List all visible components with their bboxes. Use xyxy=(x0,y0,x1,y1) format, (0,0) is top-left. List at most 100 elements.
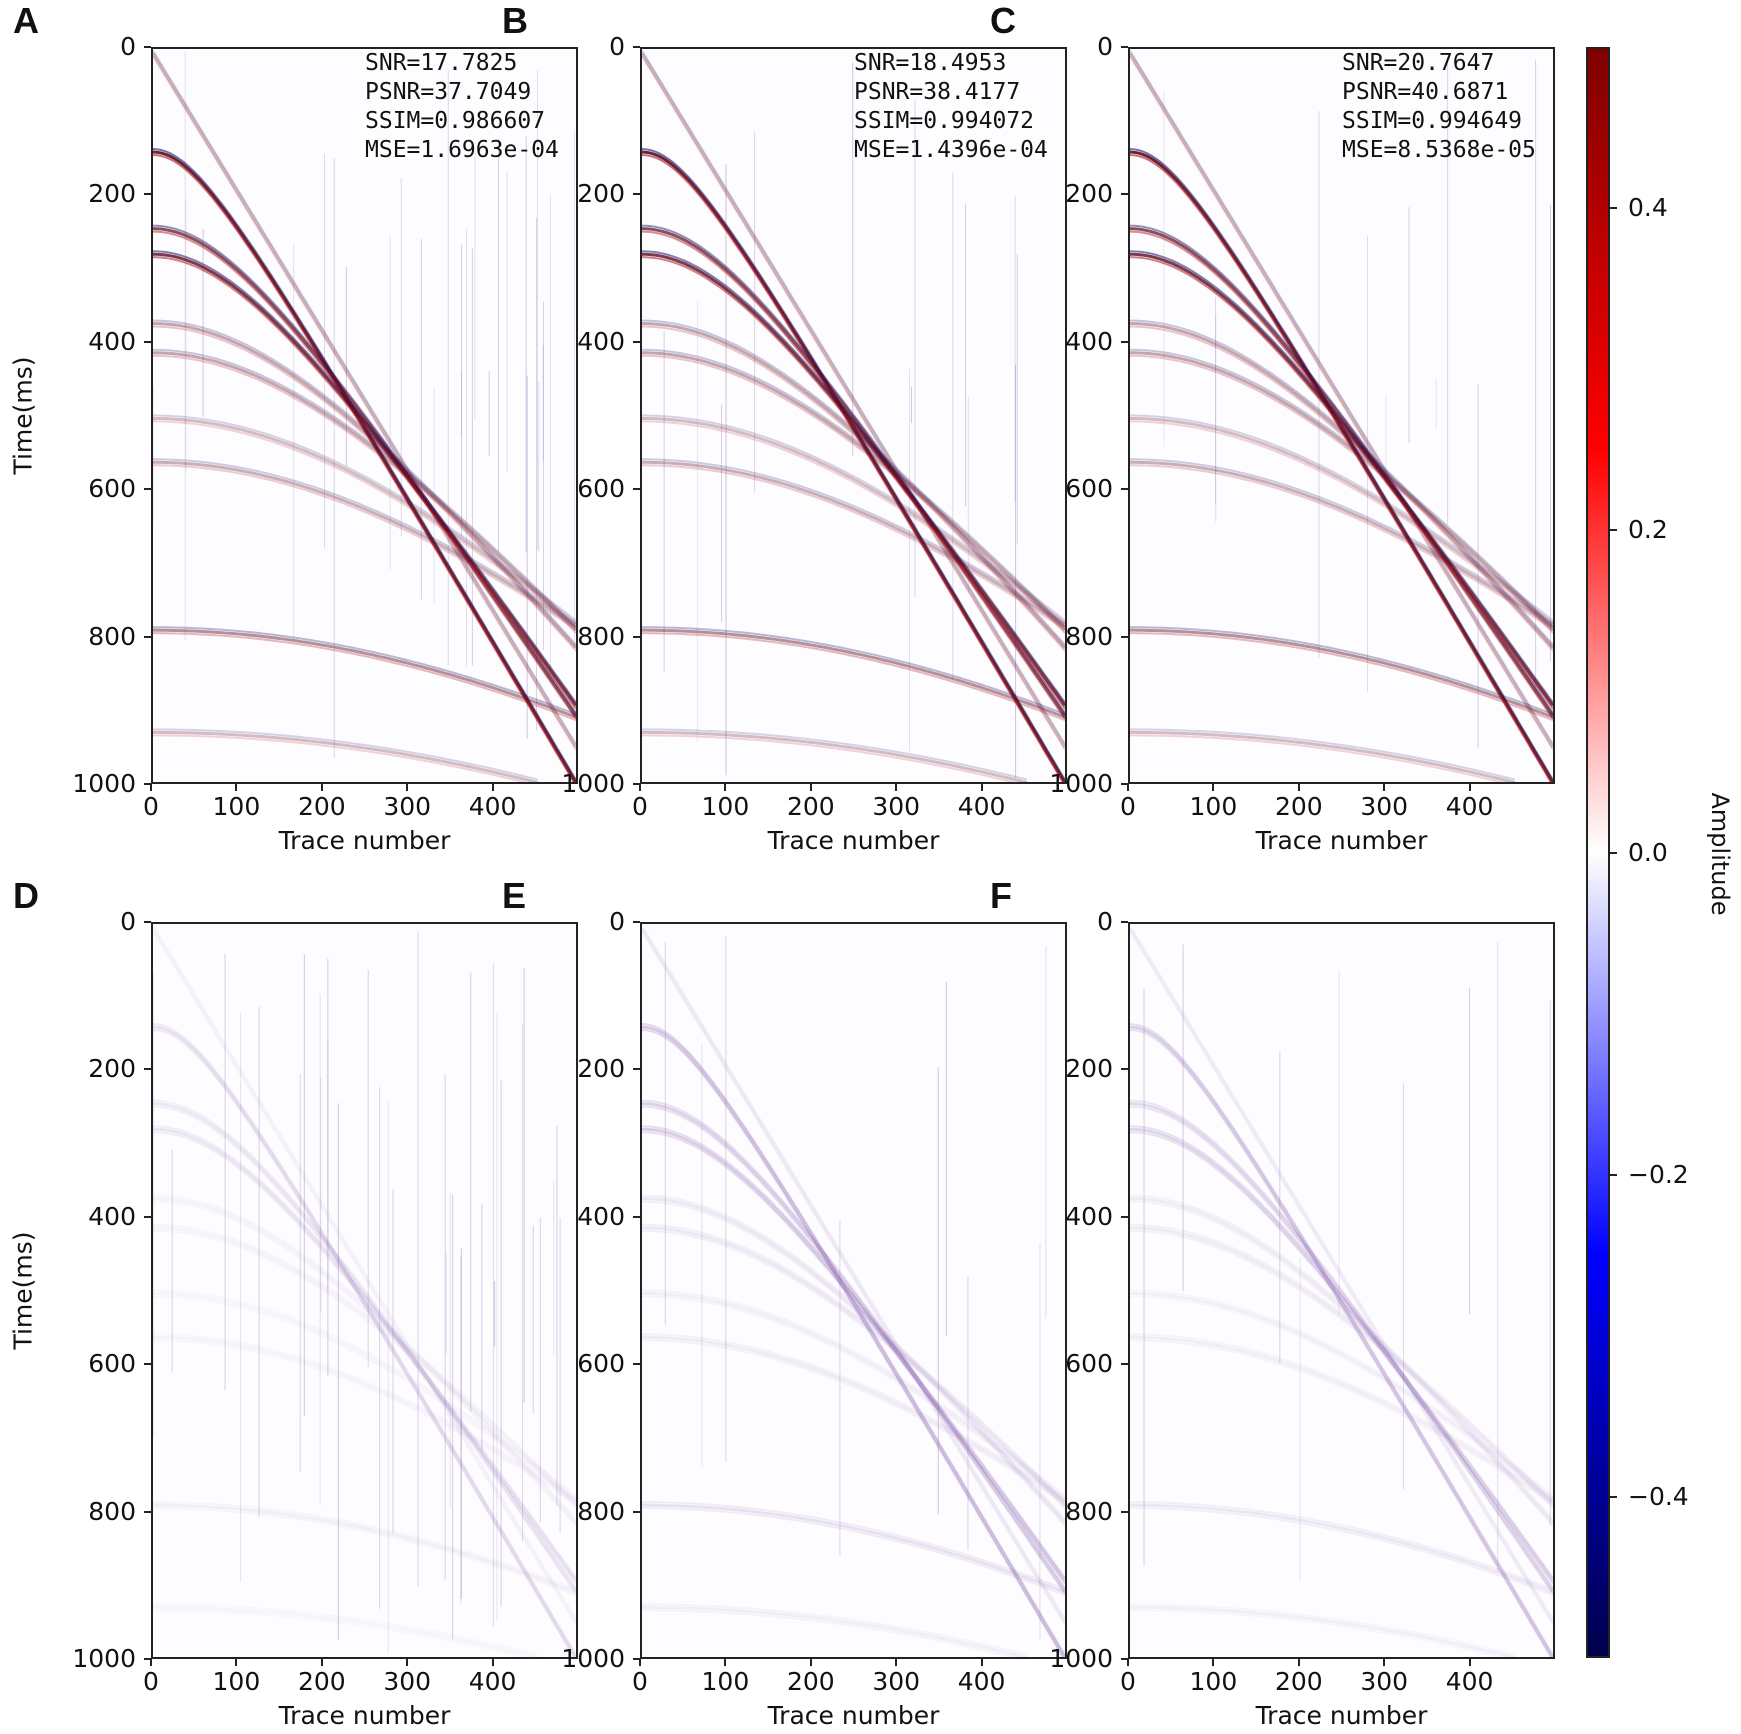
seismic-event xyxy=(153,1025,576,1657)
x-tick-label: 200 xyxy=(786,1667,835,1696)
seismic-event xyxy=(153,927,576,1623)
panel-f xyxy=(1128,922,1555,1659)
x-tick-label: 100 xyxy=(701,792,750,821)
y-tick-label: 0 xyxy=(1097,907,1113,936)
seismic-event xyxy=(642,1194,1065,1521)
seismic-event xyxy=(1130,458,1553,625)
metric-line: MSE=1.4396e-04 xyxy=(854,137,1048,163)
seismic-event xyxy=(642,319,1065,646)
y-tick-label: 200 xyxy=(577,1054,625,1084)
seismic-event xyxy=(642,1102,1065,1592)
seismic-event xyxy=(153,464,576,631)
seismic-event xyxy=(1130,1503,1553,1594)
colorbar-tick-mark xyxy=(1610,207,1617,210)
seismic-event xyxy=(153,632,576,722)
seismic-event xyxy=(642,416,1065,625)
y-tick-mark xyxy=(144,1658,151,1660)
seismic-event xyxy=(153,1334,576,1498)
seismic-event xyxy=(153,319,576,646)
seismic-event xyxy=(642,927,1065,1623)
seismic-event xyxy=(642,734,1017,782)
y-tick-label: 1000 xyxy=(561,1644,625,1673)
seismic-event xyxy=(153,153,575,782)
seismic-event xyxy=(1130,1295,1553,1503)
seismic-event xyxy=(153,227,576,717)
seismic-event xyxy=(1130,1603,1516,1656)
x-tick-mark xyxy=(1383,784,1386,791)
seismic-event xyxy=(153,414,576,622)
y-tick-label: 600 xyxy=(577,1349,625,1379)
panel-d xyxy=(151,922,578,1659)
seismic-event xyxy=(1130,1099,1553,1589)
panel-a: SNR=17.7825 PSNR=37.7049 SSIM=0.986607 MSE=… xyxy=(151,47,578,784)
seismic-event xyxy=(642,1125,1065,1579)
x-tick-label: 300 xyxy=(383,792,432,821)
x-tick-label: 0 xyxy=(632,1667,648,1696)
y-tick-mark xyxy=(144,488,151,491)
y-tick-mark xyxy=(633,1215,640,1218)
y-tick-label: 200 xyxy=(88,1054,136,1084)
x-tick-mark xyxy=(724,784,727,791)
seismic-event xyxy=(153,348,576,628)
seismic-event xyxy=(153,1194,576,1521)
x-tick-label: 200 xyxy=(786,792,835,821)
seismic-event xyxy=(1130,250,1553,704)
seismic-event xyxy=(642,1335,1065,1503)
seismic-event xyxy=(642,1605,1028,1657)
seismic-event xyxy=(1130,1127,1553,1582)
x-tick-mark xyxy=(150,1659,152,1666)
panel-letter: D xyxy=(13,875,39,916)
seismic-event xyxy=(1130,728,1516,781)
seismic-event xyxy=(642,1127,1065,1582)
metric-line: SNR=17.7825 xyxy=(365,50,518,76)
y-tick-label: 400 xyxy=(88,326,136,356)
metric-line: SSIM=0.994649 xyxy=(1342,108,1523,134)
colorbar-tick-label: −0.2 xyxy=(1628,1159,1689,1189)
y-tick-label: 800 xyxy=(577,621,625,651)
y-tick-mark xyxy=(144,1363,151,1366)
y-tick-label: 800 xyxy=(88,621,136,651)
x-tick-mark xyxy=(895,1659,898,1666)
colorbar xyxy=(1586,47,1610,1658)
y-tick-mark xyxy=(1121,635,1128,638)
seismic-event xyxy=(153,1223,576,1503)
x-tick-label: 0 xyxy=(1120,1667,1136,1696)
seismic-event xyxy=(153,256,576,710)
y-tick-mark xyxy=(144,193,151,196)
y-tick-mark xyxy=(1121,46,1128,48)
panel-letter: E xyxy=(502,875,527,916)
y-tick-mark xyxy=(633,1510,640,1513)
x-tick-mark xyxy=(809,1659,812,1666)
seismic-event xyxy=(642,325,1065,652)
y-tick-mark xyxy=(633,488,640,491)
seismic-event xyxy=(642,626,1065,716)
x-tick-mark xyxy=(895,784,898,791)
seismic-event xyxy=(642,1339,1065,1506)
seismic-plot xyxy=(153,49,576,782)
y-tick-label: 200 xyxy=(88,179,136,209)
x-tick-label: 300 xyxy=(383,1667,432,1696)
seismic-event xyxy=(1130,153,1552,782)
seismic-event xyxy=(1130,319,1553,646)
y-tick-label: 200 xyxy=(577,179,625,209)
seismic-event xyxy=(642,1105,1065,1595)
seismic-event xyxy=(1130,1507,1553,1597)
x-tick-mark xyxy=(1383,1659,1386,1666)
metrics-box: SNR=20.7647 PSNR=40.6871 SSIM=0.994649 MSE=… xyxy=(1342,49,1536,165)
seismic-event xyxy=(153,1131,576,1585)
seismic-event xyxy=(642,460,1065,628)
x-tick-mark xyxy=(235,1659,238,1666)
seismic-event xyxy=(153,322,576,649)
seismic-event xyxy=(1130,734,1505,782)
y-tick-label: 0 xyxy=(120,32,136,61)
x-tick-label: 100 xyxy=(701,1667,750,1696)
colorbar-tick-mark xyxy=(1610,851,1617,854)
seismic-event xyxy=(642,1609,1017,1657)
seismic-event xyxy=(1130,924,1553,1620)
x-axis-label: Trace number xyxy=(278,1701,451,1730)
seismic-event xyxy=(642,628,1065,719)
seismic-event xyxy=(153,931,576,1625)
seismic-event xyxy=(1130,1200,1553,1527)
y-tick-label: 400 xyxy=(1065,326,1113,356)
y-axis-label: Time(ms) xyxy=(8,355,38,475)
